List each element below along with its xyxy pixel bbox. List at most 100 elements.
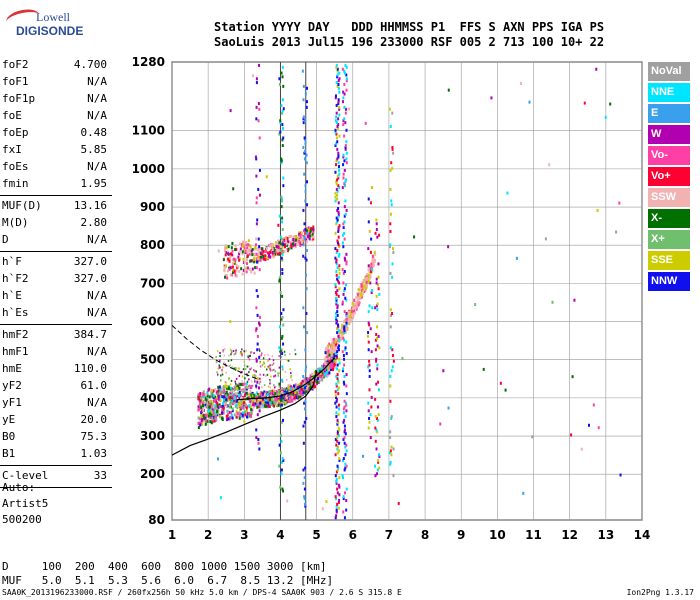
echo-point [234, 352, 237, 355]
echo-point [265, 368, 268, 371]
echo-point [222, 404, 225, 408]
echo-point [197, 397, 200, 401]
echo-point [334, 195, 337, 199]
echo-point [303, 157, 306, 161]
echo-point [338, 268, 341, 272]
echo-point [241, 371, 243, 374]
echo-point [217, 367, 219, 370]
echo-point [342, 336, 345, 340]
echo-point [338, 168, 341, 172]
x-tick-label: 13 [597, 528, 614, 542]
echo-point [377, 413, 380, 417]
echo-point [238, 250, 241, 254]
echo-point [228, 410, 231, 414]
echo-point [228, 257, 231, 261]
param-value: N/A [87, 75, 107, 88]
echo-point [338, 357, 341, 361]
echo-point [351, 315, 354, 319]
echo-point [363, 280, 366, 284]
echo-point [362, 454, 365, 458]
echo-point [389, 187, 392, 191]
echo-point [341, 300, 344, 304]
echo-point [260, 252, 263, 256]
echo-point [596, 209, 599, 213]
echo-point [336, 363, 339, 367]
echo-point [338, 485, 341, 489]
echo-point [241, 396, 244, 399]
echo-point [337, 346, 340, 350]
echo-point [269, 244, 272, 248]
echo-point [277, 249, 280, 253]
echo-point [334, 495, 337, 499]
echo-point [318, 367, 321, 371]
echo-point [334, 291, 337, 294]
echo-point [335, 136, 338, 140]
echo-point [269, 379, 271, 382]
echo-point [265, 247, 268, 251]
param-row: hmE 110.0 [0, 361, 112, 378]
echo-point [368, 323, 371, 327]
echo-point [368, 359, 371, 363]
echo-point [391, 247, 394, 251]
echo-point [372, 257, 375, 261]
echo-point [335, 510, 338, 514]
echo-point [336, 208, 339, 212]
echo-point [264, 354, 266, 357]
echo-point [250, 402, 253, 406]
echo-point [267, 385, 270, 388]
param-value: 33 [93, 469, 107, 482]
echo-point [335, 260, 338, 264]
echo-point [210, 389, 213, 393]
echo-point [307, 233, 310, 237]
echo-point [328, 342, 331, 346]
echo-point [369, 273, 372, 277]
echo-point [370, 237, 373, 241]
echo-point [291, 379, 293, 382]
echo-point [305, 86, 308, 90]
x-tick-label: 12 [561, 528, 578, 542]
echo-point [252, 257, 255, 261]
echo-point [308, 237, 311, 241]
echo-point [217, 398, 220, 402]
echo-point [325, 370, 328, 374]
echo-point [282, 184, 285, 188]
y-tick-label: 200 [140, 467, 165, 481]
echo-point [258, 393, 261, 396]
echo-point [236, 394, 239, 398]
echo-point [275, 242, 278, 246]
echo-point [221, 410, 224, 414]
echo-point [303, 420, 306, 424]
echo-point [375, 447, 378, 451]
echo-point [335, 142, 338, 146]
echo-point [228, 405, 231, 409]
param-name: foF1 [2, 75, 29, 88]
echo-point [358, 294, 361, 298]
auto-version: 500200 [2, 513, 42, 526]
legend-entry: Vo- [648, 146, 690, 165]
echo-point [262, 257, 265, 261]
echo-point [334, 315, 337, 319]
echo-point [338, 499, 341, 503]
echo-point [349, 319, 352, 323]
echo-point [363, 287, 366, 291]
echo-point [490, 96, 493, 100]
param-separator [0, 195, 112, 196]
echo-point [248, 268, 251, 272]
echo-point [342, 233, 345, 237]
echo-point [283, 390, 286, 394]
echo-point [291, 240, 294, 244]
echo-point [295, 241, 298, 245]
echo-point [271, 389, 274, 393]
echo-point [224, 384, 227, 388]
echo-point [302, 325, 305, 329]
echo-point [256, 294, 259, 298]
echo-point [345, 77, 348, 81]
echo-point [372, 263, 375, 267]
echo-point [361, 291, 364, 295]
echo-point [208, 417, 211, 421]
echo-point [210, 421, 213, 425]
echo-point [305, 249, 308, 253]
echo-point [277, 392, 280, 396]
echo-point [341, 241, 344, 245]
echo-point [279, 251, 282, 255]
